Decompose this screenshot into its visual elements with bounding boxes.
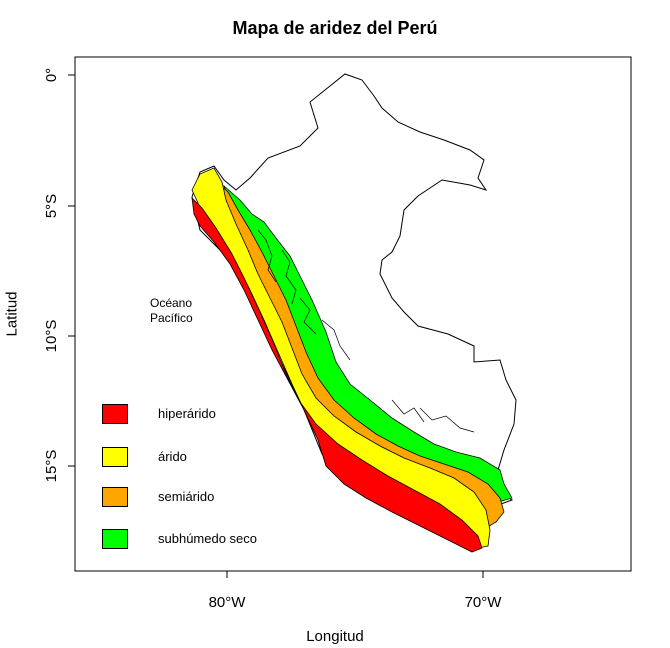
highland-patches <box>257 229 475 433</box>
legend-swatch <box>102 487 128 507</box>
plot-frame <box>74 56 632 572</box>
x-axis <box>226 571 484 578</box>
ocean-label-line: Océano <box>150 296 193 310</box>
legend-label: árido <box>158 449 187 464</box>
x-tick-label: 70°W <box>465 594 503 611</box>
y-axis <box>68 74 75 467</box>
legend-swatch <box>102 404 128 424</box>
map-title: Mapa de aridez del Perú <box>232 18 438 38</box>
y-axis-label: Latitud <box>3 291 21 337</box>
legend-label: semiárido <box>158 489 215 504</box>
region-arido <box>191 167 491 549</box>
y-tick-label: 5°S <box>43 194 60 218</box>
x-tick-label: 80°W <box>209 594 247 611</box>
legend-label: hiperárido <box>158 406 216 421</box>
y-tick-label: 10°S <box>43 320 60 353</box>
y-tick-label: 0° <box>43 68 60 82</box>
ocean-label-line: Pacífico <box>150 311 193 325</box>
legend-swatch <box>102 447 128 467</box>
legend-label: subhúmedo seco <box>158 531 258 546</box>
ocean-label: Océano Pacífico <box>150 296 193 326</box>
y-tick-label: 15°S <box>43 450 60 483</box>
x-axis-label: Longitud <box>306 628 364 645</box>
region-hiperarido <box>191 196 483 553</box>
legend-swatch <box>102 529 128 549</box>
